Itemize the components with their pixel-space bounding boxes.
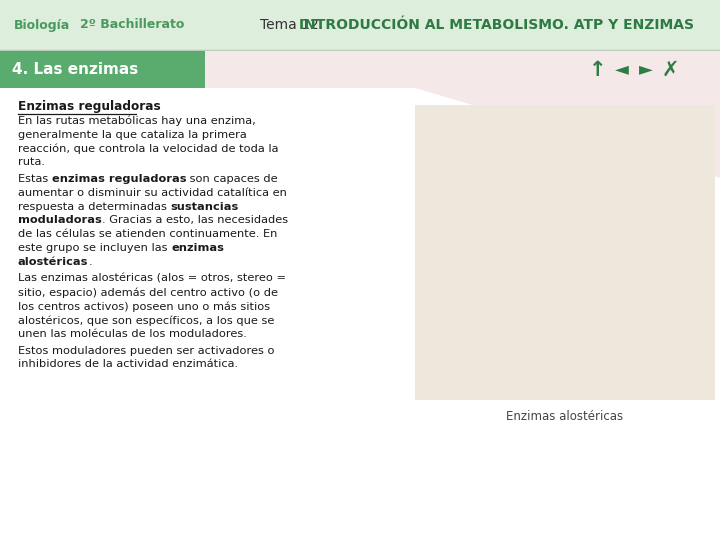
Bar [415, 105, 715, 400]
Text: generalmente la que cataliza la primera: generalmente la que cataliza la primera [18, 130, 247, 140]
Text: son capaces de: son capaces de [186, 174, 278, 184]
Bar [0, 88, 720, 540]
Text: INTRODUCCIÓN AL METABOLISMO. ATP Y ENZIMAS: INTRODUCCIÓN AL METABOLISMO. ATP Y ENZIM… [299, 18, 694, 32]
Text: alostéricos, que son específicos, a los que se: alostéricos, que son específicos, a los … [18, 315, 274, 326]
Text: Estos moduladores pueden ser activadores o: Estos moduladores pueden ser activadores… [18, 346, 274, 356]
Text: alostéricas: alostéricas [18, 257, 89, 267]
Bar [0, 51, 205, 88]
Text: este grupo se incluyen las: este grupo se incluyen las [18, 243, 171, 253]
Text: En las rutas metabólicas hay una enzima,: En las rutas metabólicas hay una enzima, [18, 116, 256, 126]
Text: ►: ► [639, 60, 653, 78]
Bar [205, 51, 720, 88]
Text: Las enzimas alostéricas (alos = otros, stereo =: Las enzimas alostéricas (alos = otros, s… [18, 274, 286, 284]
Text: ✗: ✗ [661, 59, 679, 79]
Text: Biología: Biología [14, 18, 71, 31]
Text: los centros activos) poseen uno o más sitios: los centros activos) poseen uno o más si… [18, 301, 270, 312]
Text: inhibidores de la actividad enzimática.: inhibidores de la actividad enzimática. [18, 360, 238, 369]
Text: sustancias: sustancias [171, 201, 239, 212]
Text: enzimas: enzimas [171, 243, 224, 253]
Text: moduladoras: moduladoras [18, 215, 102, 225]
Text: Estas: Estas [18, 174, 52, 184]
Text: de las células se atienden continuamente. En: de las células se atienden continuamente… [18, 229, 277, 239]
Text: respuesta a determinadas: respuesta a determinadas [18, 201, 171, 212]
Text: unen las moléculas de los moduladores.: unen las moléculas de los moduladores. [18, 329, 247, 339]
Bar [0, 0, 720, 50]
Text: Enzimas reguladoras: Enzimas reguladoras [18, 100, 161, 113]
Text: 4. Las enzimas: 4. Las enzimas [12, 62, 138, 77]
Text: ruta.: ruta. [18, 157, 45, 167]
Text: 2º Bachillerato: 2º Bachillerato [80, 18, 184, 31]
Text: enzimas reguladoras: enzimas reguladoras [52, 174, 186, 184]
Text: .: . [89, 257, 92, 267]
Text: sitio, espacio) además del centro activo (o de: sitio, espacio) además del centro activo… [18, 287, 278, 298]
Text: ↑: ↑ [589, 59, 607, 79]
Text: reacción, que controla la velocidad de toda la: reacción, que controla la velocidad de t… [18, 144, 279, 154]
Text: . Gracias a esto, las necesidades: . Gracias a esto, las necesidades [102, 215, 288, 225]
Text: Enzimas alostéricas: Enzimas alostéricas [506, 410, 624, 423]
Text: aumentar o disminuir su actividad catalítica en: aumentar o disminuir su actividad catalí… [18, 188, 287, 198]
Text: Tema 12.: Tema 12. [260, 18, 328, 32]
Polygon shape [415, 88, 720, 178]
Text: ◄: ◄ [615, 60, 629, 78]
